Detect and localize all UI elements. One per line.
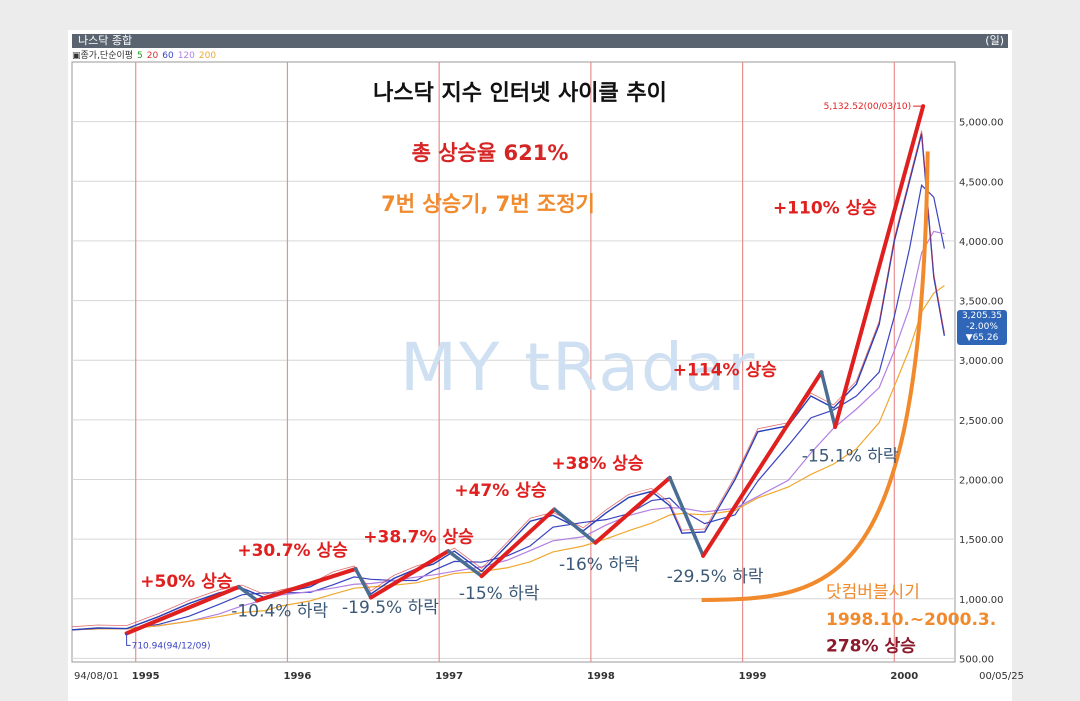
window-title-bar: 나스닥 종합 (일)	[72, 34, 1008, 48]
current-price-badge: 3,205.35 -2.00% ▼65.26	[957, 310, 1007, 345]
uptrend-line	[833, 104, 926, 430]
uptrend-line	[479, 507, 557, 579]
downtrend-line	[668, 475, 705, 558]
downtrend-annotation: -10.4% 하락	[231, 602, 328, 622]
current-change-pct: -2.00%	[966, 322, 998, 332]
window-title: 나스닥 종합	[78, 34, 133, 47]
downtrend-line	[819, 370, 837, 429]
legend-ma200: 200	[198, 51, 217, 61]
x-tick-label: 1996	[284, 671, 312, 682]
y-tick-label: 5,000.00	[959, 118, 1004, 129]
current-price: 3,205.35	[961, 311, 1003, 321]
legend-ma5: 5	[137, 51, 143, 61]
downtrend-line	[446, 549, 484, 578]
downtrend-annotation: -29.5% 하락	[667, 567, 764, 587]
trough-label: 710.94(94/12/09)	[132, 641, 211, 651]
legend-prefix: ▣종가,단순이평	[72, 51, 134, 61]
moving-average-line	[71, 285, 945, 631]
x-tick-label: 94/08/01	[74, 671, 119, 682]
uptrend-annotation: +38.7% 상승	[363, 528, 474, 548]
legend-ma120: 120	[177, 51, 195, 61]
dotcom-bubble-arc	[701, 151, 930, 602]
uptrend-line	[701, 370, 824, 558]
uptrend-annotation: +47% 상승	[454, 481, 546, 501]
uptrend-annotation: +50% 상승	[140, 572, 232, 592]
y-tick-label: 4,000.00	[959, 237, 1004, 248]
y-tick-label: 1,000.00	[959, 595, 1004, 606]
y-tick-label: 3,000.00	[959, 356, 1004, 367]
downtrend-annotation: -19.5% 하락	[342, 598, 439, 618]
uptrend-line	[368, 549, 451, 600]
x-tick-label: 00/05/25	[979, 671, 1024, 682]
plot-area	[71, 61, 956, 663]
chart-title: 나스닥 지수 인터넷 사이클 추이	[373, 81, 667, 106]
uptrend-annotation: +110% 상승	[773, 198, 877, 218]
y-tick-label: 3,500.00	[959, 297, 1004, 308]
dotcom-bubble-label: 278% 상승	[826, 636, 916, 656]
moving-average-line	[71, 230, 945, 631]
ma-legend: ▣종가,단순이평 5 20 60 120 200	[72, 50, 220, 62]
watermark: MY tRadar	[400, 329, 756, 406]
dotcom-bubble-label: 1998.10.~2000.3.	[826, 610, 996, 630]
downtrend-annotation: -15.1% 하락	[802, 447, 899, 467]
uptrend-annotation: +30.7% 상승	[237, 541, 348, 561]
moving-average-line	[71, 184, 945, 631]
dotcom-bubble-label: 닷컴버블시기	[826, 583, 920, 603]
downtrend-line	[353, 567, 373, 600]
y-tick-label: 1,500.00	[959, 535, 1004, 546]
y-tick-label: 500.00	[959, 654, 994, 665]
chart-subtitle-cycles: 7번 상승기, 7번 조정기	[381, 192, 595, 216]
x-tick-label: 2000	[890, 671, 918, 682]
chart-subtitle-total: 총 상승율 621%	[412, 141, 569, 165]
y-tick-label: 4,500.00	[959, 177, 1004, 188]
legend-ma20: 20	[146, 51, 159, 61]
uptrend-line	[593, 475, 672, 545]
downtrend-annotation: -15% 하락	[459, 584, 540, 604]
uptrend-annotation: +38% 상승	[551, 454, 643, 474]
uptrend-annotation: +114% 상승	[673, 361, 777, 381]
uptrend-line	[255, 566, 358, 603]
x-tick-label: 1998	[587, 671, 615, 682]
x-tick-label: 1999	[739, 671, 767, 682]
downtrend-annotation: -16% 하락	[559, 555, 640, 575]
y-tick-label: 2,000.00	[959, 475, 1004, 486]
x-tick-label: 1995	[132, 671, 160, 682]
current-change: ▼65.26	[965, 333, 999, 343]
downtrend-line	[552, 507, 598, 545]
uptrend-line	[124, 584, 241, 636]
trough-marker	[126, 633, 131, 646]
x-tick-label: 1997	[435, 671, 463, 682]
peak-label: 5,132.52(00/03/10)	[824, 102, 912, 112]
legend-ma60: 60	[162, 51, 174, 61]
downtrend-line	[237, 585, 259, 603]
y-tick-label: 2,500.00	[959, 416, 1004, 427]
period-unit[interactable]: (일)	[985, 34, 1004, 47]
